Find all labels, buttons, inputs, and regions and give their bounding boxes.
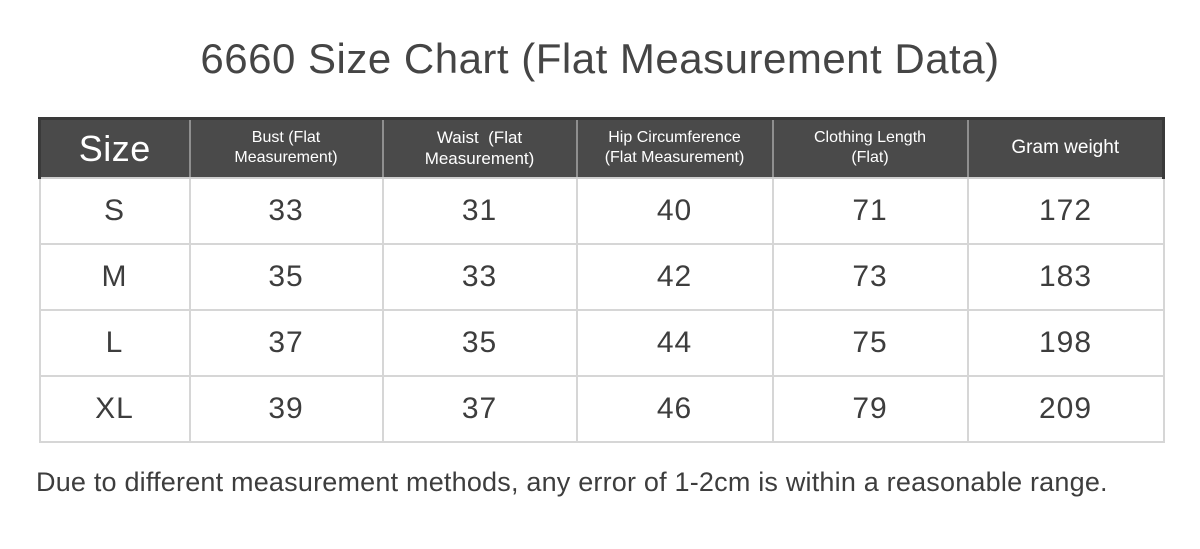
column-header-clothing-length: Clothing Length (Flat)	[771, 117, 969, 179]
cell-xl-size: XL	[38, 374, 191, 443]
table-row-m: M 35 33 42 73 183	[38, 242, 1165, 311]
cell-m-bust: 35	[188, 242, 384, 311]
measurement-disclaimer: Due to different measurement methods, an…	[36, 466, 1108, 497]
cell-xl-gram: 209	[966, 374, 1165, 443]
cell-s-waist: 31	[381, 176, 578, 245]
cell-m-waist: 33	[381, 242, 578, 311]
cell-s-length: 71	[771, 176, 969, 245]
cell-s-size: S	[38, 176, 191, 245]
cell-l-gram: 198	[966, 308, 1165, 377]
page-title: 6660 Size Chart (Flat Measurement Data)	[200, 35, 1000, 82]
column-header-waist: Waist (Flat Measurement)	[381, 117, 578, 179]
cell-xl-length: 79	[771, 374, 969, 443]
size-chart-page: 6660 Size Chart (Flat Measurement Data) …	[0, 30, 1200, 549]
table-header-row: Size Bust (Flat Measurement) Waist (Flat…	[38, 117, 1165, 179]
column-header-hip: Hip Circumference (Flat Measurement)	[575, 117, 774, 179]
cell-l-bust: 37	[188, 308, 384, 377]
column-header-bust: Bust (Flat Measurement)	[188, 117, 384, 179]
cell-m-gram: 183	[966, 242, 1165, 311]
cell-m-hip: 42	[575, 242, 774, 311]
table-row-s: S 33 31 40 71 172	[38, 176, 1165, 245]
column-header-size: Size	[38, 117, 191, 179]
cell-s-bust: 33	[188, 176, 384, 245]
cell-l-waist: 35	[381, 308, 578, 377]
cell-xl-bust: 39	[188, 374, 384, 443]
cell-s-hip: 40	[575, 176, 774, 245]
cell-xl-waist: 37	[381, 374, 578, 443]
cell-m-size: M	[38, 242, 191, 311]
cell-l-hip: 44	[575, 308, 774, 377]
size-chart-table: Size Bust (Flat Measurement) Waist (Flat…	[38, 117, 1165, 443]
cell-m-length: 73	[771, 242, 969, 311]
cell-s-gram: 172	[966, 176, 1165, 245]
cell-xl-hip: 46	[575, 374, 774, 443]
table-row-xl: XL 39 37 46 79 209	[38, 374, 1165, 443]
cell-l-size: L	[38, 308, 191, 377]
cell-l-length: 75	[771, 308, 969, 377]
table-row-l: L 37 35 44 75 198	[38, 308, 1165, 377]
column-header-gram-weight: Gram weight	[966, 117, 1165, 179]
